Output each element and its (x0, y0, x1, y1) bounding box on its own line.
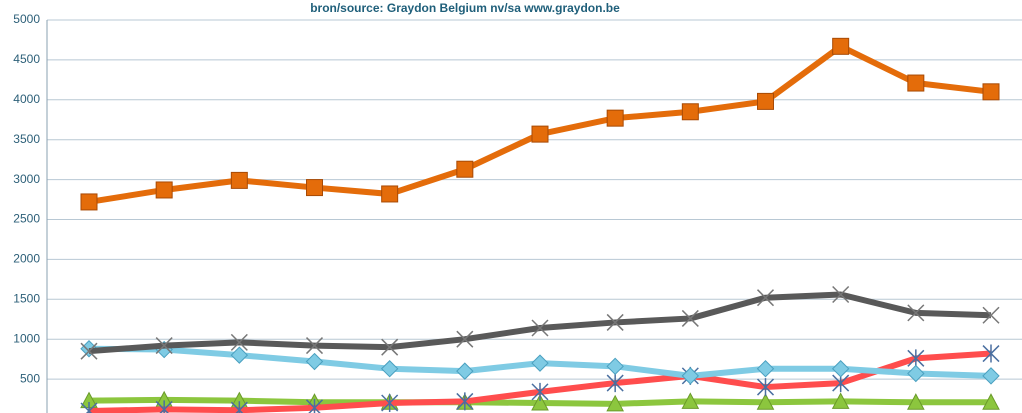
marker (907, 364, 925, 383)
marker (381, 394, 399, 413)
marker (230, 401, 248, 413)
marker (606, 357, 624, 376)
marker (80, 193, 98, 211)
marker (606, 313, 624, 331)
marker (757, 92, 774, 110)
marker (456, 160, 474, 178)
marker (155, 181, 173, 199)
marker (606, 394, 625, 412)
marker (907, 349, 925, 368)
y-tick-label: 5000 (13, 12, 40, 26)
marker (155, 400, 173, 413)
marker (531, 354, 549, 372)
marker (681, 392, 700, 409)
marker (756, 378, 775, 397)
marker (531, 125, 549, 143)
marker (982, 306, 1000, 324)
marker (982, 83, 1000, 101)
marker (531, 393, 549, 411)
marker (606, 374, 624, 393)
marker (305, 398, 324, 413)
y-tick-label: 2000 (13, 252, 40, 266)
marker (681, 309, 699, 327)
marker (155, 337, 173, 355)
marker (982, 344, 1000, 363)
y-tick-label: 2500 (13, 212, 40, 226)
marker (907, 304, 925, 322)
marker (230, 333, 248, 351)
marker (756, 360, 775, 378)
marker (456, 392, 474, 411)
y-tick-label: 3500 (13, 132, 40, 146)
marker (80, 402, 98, 413)
marker (606, 109, 624, 127)
y-tick-label: 4000 (13, 92, 40, 106)
marker (832, 37, 850, 55)
marker (380, 360, 399, 378)
marker (456, 362, 474, 380)
marker (756, 289, 775, 307)
line (88, 43, 992, 205)
marker (681, 103, 699, 121)
y-tick-label: 3000 (13, 172, 40, 186)
marker (230, 346, 249, 364)
marker (305, 352, 324, 371)
chart-title: bron/source: Graydon Belgium nv/sa www.g… (310, 1, 620, 15)
y-tick-label: 4500 (13, 52, 40, 66)
marker (982, 367, 1000, 385)
y-tick-label: 1500 (13, 291, 40, 305)
marker (756, 393, 775, 410)
y-tick-label: 500 (20, 371, 40, 385)
y-tick-label: 1000 (13, 331, 40, 345)
marker (80, 342, 98, 360)
marker (531, 382, 549, 401)
marker (381, 185, 399, 203)
marker (906, 393, 925, 410)
marker (381, 338, 399, 356)
marker (230, 171, 248, 189)
marker (681, 367, 700, 385)
marker (305, 337, 324, 355)
marker (456, 330, 474, 348)
line (88, 291, 992, 355)
marker (831, 392, 850, 409)
marker (907, 74, 925, 92)
marker (531, 319, 549, 337)
marker (306, 179, 323, 197)
marker (832, 285, 850, 304)
marker (982, 393, 1000, 410)
marker (831, 360, 850, 378)
